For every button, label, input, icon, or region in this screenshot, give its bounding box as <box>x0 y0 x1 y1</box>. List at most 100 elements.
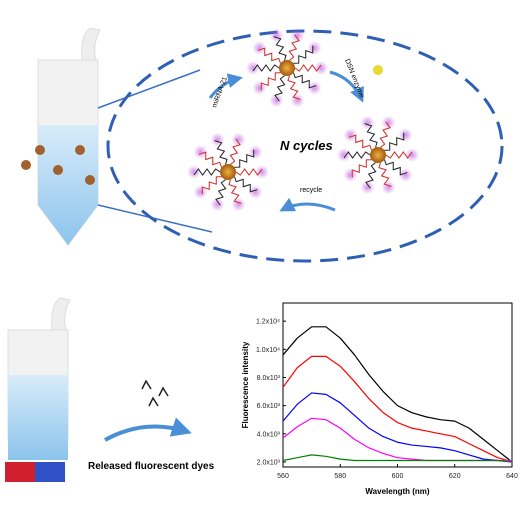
dye-glow <box>381 180 396 195</box>
dye-glow <box>290 93 305 108</box>
dye-glow <box>248 184 263 199</box>
dye-glow <box>269 28 284 43</box>
series-line <box>282 392 513 463</box>
strand <box>234 176 258 193</box>
label: N cycles <box>280 138 333 153</box>
strand <box>234 149 255 168</box>
dye-glow <box>307 80 322 95</box>
arrow <box>208 73 243 99</box>
strand <box>198 151 222 168</box>
dye-glow <box>193 145 208 160</box>
strand <box>385 151 413 159</box>
nanoparticle <box>220 164 236 180</box>
tube-top <box>37 27 101 246</box>
dye-glow <box>231 132 246 147</box>
particle <box>53 165 63 175</box>
dye-glow <box>255 165 269 179</box>
strand <box>293 72 317 89</box>
label: Released fluorescent dyes <box>88 461 215 472</box>
series-line <box>282 454 513 463</box>
y-tick-label: 1.2x10⁴ <box>256 319 280 326</box>
dye-glow <box>398 167 413 182</box>
nanoparticle <box>279 60 295 76</box>
x-tick-label: 600 <box>392 473 404 480</box>
strand <box>257 47 281 64</box>
strand <box>364 123 378 148</box>
dye-glow <box>405 148 419 162</box>
strand <box>215 179 227 206</box>
zoom-line <box>97 204 213 233</box>
y-tick-label: 4.0x10³ <box>257 431 281 438</box>
dye-glow <box>187 165 201 179</box>
dye <box>141 379 152 390</box>
strand <box>379 121 391 148</box>
strand <box>287 75 301 100</box>
series-line <box>282 355 513 463</box>
dye-glow <box>210 132 225 147</box>
strand <box>343 151 371 159</box>
dye-glow <box>307 41 322 56</box>
dye-glow <box>360 180 375 195</box>
nanoparticle <box>370 147 386 163</box>
dye-glow <box>193 184 208 199</box>
strand <box>274 75 286 102</box>
strand <box>228 179 242 204</box>
dye <box>158 386 169 397</box>
dye-glow <box>269 93 284 108</box>
strand <box>214 140 228 165</box>
dye-glow <box>381 115 396 130</box>
y-tick-label: 8.0x10³ <box>257 375 281 382</box>
strand <box>294 64 322 72</box>
x-tick-label: 620 <box>449 473 461 480</box>
strand <box>348 134 372 151</box>
y-axis-title: Fluorescence intensity <box>241 341 250 428</box>
zoom-ellipse <box>106 29 504 263</box>
strand <box>365 162 377 189</box>
dye-glow <box>248 145 263 160</box>
y-tick-label: 6.0x10³ <box>257 403 281 410</box>
x-tick-label: 580 <box>334 473 346 480</box>
dye-glow <box>314 61 328 75</box>
strand <box>384 132 405 151</box>
particle <box>21 160 31 170</box>
y-tick-label: 1.0x10⁴ <box>256 347 280 354</box>
strand <box>252 64 280 72</box>
y-tick-label: 2.0x10³ <box>257 459 281 466</box>
dye-glow <box>246 61 260 75</box>
tube-bottom <box>5 297 71 482</box>
arrow <box>279 197 336 212</box>
series-line <box>282 326 513 463</box>
dye-glow <box>343 167 358 182</box>
particle <box>75 145 85 155</box>
strand <box>235 168 263 176</box>
x-tick-label: 640 <box>506 473 518 480</box>
enzyme <box>373 65 383 75</box>
strand <box>229 138 241 165</box>
chart: 560 580 600 620 640 2.0x10³ 4.0x10³ 6.0x10³ 8.0x… <box>241 302 518 496</box>
x-axis-title: Wavelength (nm) <box>365 487 429 496</box>
particles <box>21 28 419 407</box>
arrow <box>104 417 192 442</box>
particle <box>35 145 45 155</box>
dye-glow <box>290 28 305 43</box>
arrow <box>329 70 364 103</box>
dye-glow <box>360 115 375 130</box>
zoom-line <box>97 69 201 109</box>
strand <box>293 45 314 64</box>
series-line <box>282 417 512 462</box>
dye-glow <box>231 197 246 212</box>
strand <box>378 162 392 187</box>
dye-glow <box>343 128 358 143</box>
strand <box>288 34 300 61</box>
strand <box>193 168 221 176</box>
dye <box>148 396 159 407</box>
dye-glow <box>337 148 351 162</box>
dye-glow <box>210 197 225 212</box>
strand <box>273 36 287 61</box>
dye-glow <box>252 41 267 56</box>
strand <box>384 159 408 176</box>
dye-glow <box>252 80 267 95</box>
particle <box>85 175 95 185</box>
strand <box>351 159 372 178</box>
